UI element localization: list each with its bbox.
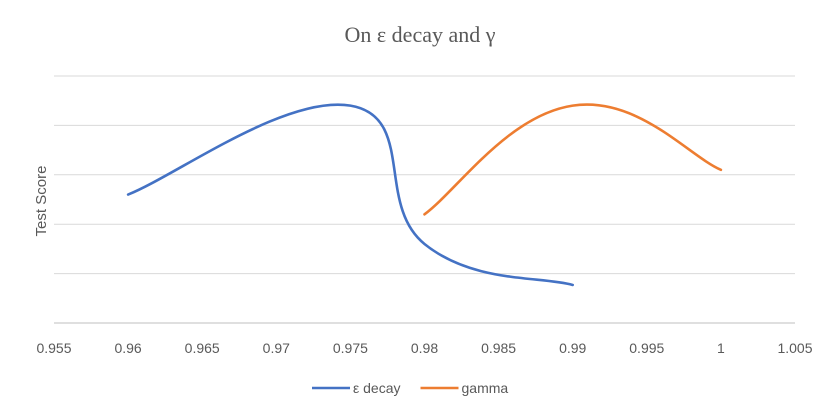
gridlines [54, 75, 795, 324]
x-tick-label: 0.96 [114, 340, 141, 356]
x-tick-label: 1.005 [777, 340, 812, 356]
x-tick-label: 1 [717, 340, 725, 356]
x-tick-label: 0.965 [185, 340, 220, 356]
chart-title: On ε decay and γ [345, 22, 496, 47]
series-lines [126, 103, 723, 287]
series-line-0 [126, 103, 574, 287]
x-tick-label: 0.975 [333, 340, 368, 356]
x-tick-label: 0.985 [481, 340, 516, 356]
x-tick-label: 0.99 [559, 340, 586, 356]
legend-label-0: ε decay [353, 380, 401, 396]
x-tick-label: 0.995 [629, 340, 664, 356]
x-tick-label: 0.98 [411, 340, 438, 356]
y-axis-label: Test Score [33, 166, 50, 237]
x-tick-label: 0.97 [263, 340, 290, 356]
legend-label-1: gamma [462, 380, 509, 396]
x-tick-label: 0.955 [36, 340, 71, 356]
x-axis-ticks: 0.955 0.96 0.965 0.97 0.975 0.98 0.985 0.99 0.99… [36, 340, 812, 356]
legend: ε decay gamma [312, 380, 508, 396]
series-line-1 [423, 103, 723, 216]
